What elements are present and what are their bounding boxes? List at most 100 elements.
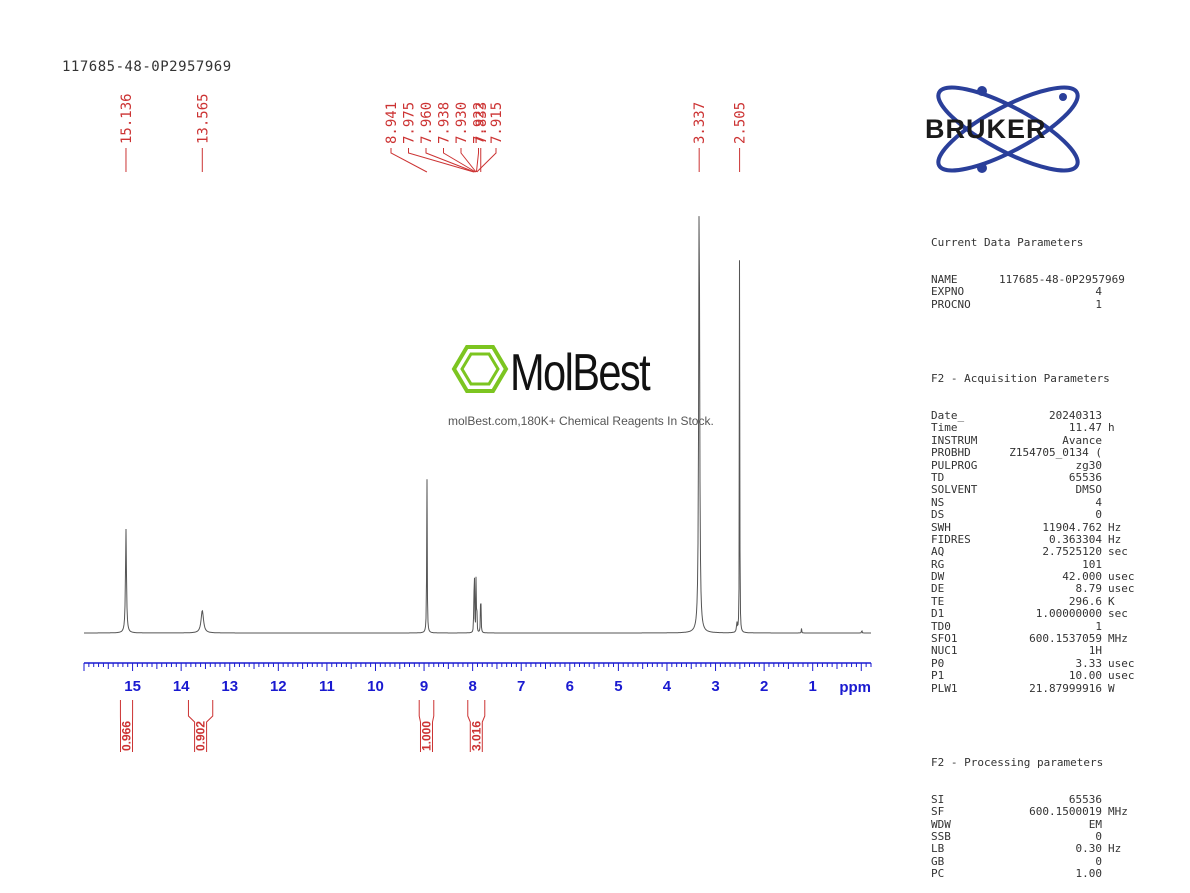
- param-key: DW: [931, 570, 945, 584]
- param-row: P1 10.00 usec: [931, 669, 1148, 683]
- param-key: P0: [931, 656, 945, 670]
- param-value: 600.1500019: [1029, 805, 1102, 819]
- param-value: zg30: [1075, 458, 1103, 472]
- peak-label: 2.505: [733, 102, 749, 144]
- param-key: SFO1: [931, 632, 958, 646]
- param-key: SF: [931, 805, 945, 819]
- param-unit: usec: [1108, 669, 1135, 683]
- param-value: 42.000: [1062, 570, 1102, 584]
- current-params-title: Current Data Parameters: [931, 235, 1084, 249]
- param-unit: sec: [1108, 607, 1128, 621]
- integral-value: 1.000: [419, 721, 433, 751]
- param-key: PLW1: [931, 681, 958, 695]
- param-key: PROBHD: [931, 446, 971, 460]
- param-value: 600.1537059: [1029, 632, 1102, 646]
- param-value: 0: [1095, 830, 1102, 843]
- param-key: NS: [931, 495, 945, 509]
- axis-tick-label: 12: [270, 678, 287, 695]
- axis-tick-label: 13: [221, 678, 238, 695]
- param-key: P1: [931, 669, 945, 683]
- peak-label: 3.337: [692, 102, 708, 144]
- param-key: TD: [931, 470, 945, 484]
- param-unit: Hz: [1108, 842, 1122, 856]
- axis-tick-label: 15: [124, 678, 141, 695]
- param-row: DE 8.79 usec: [931, 582, 1148, 596]
- integral-bracket: [467, 700, 486, 752]
- param-row: WDW EM: [931, 817, 1148, 831]
- peak-label: 7.915: [489, 102, 505, 144]
- param-row: Date_ 20240313: [931, 409, 1148, 423]
- param-value: 1.00: [1075, 867, 1103, 881]
- param-row: SOLVENT DMSO: [931, 483, 1148, 496]
- peak-label: 13.565: [195, 93, 211, 144]
- peak-label: 7.960: [419, 102, 435, 144]
- acquisition-params-title: F2 - Acquisition Parameters: [931, 371, 1110, 385]
- param-key: EXPNO: [931, 285, 965, 299]
- param-value: 11.47: [1068, 421, 1102, 435]
- param-key: AQ: [931, 545, 945, 559]
- param-row: PULPROG zg30: [931, 458, 1148, 472]
- current-params-list: NAME 117685-48-0P2957969 EXPNO 4 PROCNO 1: [931, 273, 1148, 311]
- param-unit: W: [1108, 681, 1115, 695]
- param-value: 8.79: [1075, 582, 1103, 596]
- integrals: 0.966 0.902 1.000 3.016: [120, 700, 486, 752]
- param-row: INSTRUM Avance: [931, 434, 1148, 447]
- param-value: 296.6: [1068, 594, 1102, 608]
- param-row: SF 600.1500019 MHz: [931, 805, 1148, 819]
- axis-tick-label: 2: [760, 678, 768, 695]
- axis-tick-label: 3: [711, 678, 719, 695]
- param-row: Time 11.47 h: [931, 421, 1148, 435]
- param-key: GB: [931, 854, 945, 868]
- param-key: SWH: [931, 520, 951, 534]
- param-value: 1: [1095, 619, 1102, 633]
- param-key: Date_: [931, 409, 965, 423]
- param-unit: usec: [1108, 570, 1135, 584]
- integral-value: 0.966: [120, 721, 134, 751]
- x-axis-label: ppm: [839, 679, 871, 696]
- peak-label-connector: [443, 148, 476, 173]
- peak-label: 7.975: [402, 102, 418, 144]
- param-key: WDW: [931, 817, 951, 831]
- acquisition-params-list: Date_ 20240313 Time 11.47 h INSTRUM Avance PROB…: [931, 409, 1148, 695]
- param-key: RG: [931, 557, 945, 571]
- axis-tick-label: 9: [420, 678, 428, 695]
- param-row: NUC1 1H: [931, 644, 1148, 658]
- param-unit: Hz: [1108, 520, 1122, 534]
- param-value: 117685-48-0P2957969: [999, 273, 1125, 287]
- param-row: PROCNO 1: [931, 297, 1148, 311]
- param-value: 0.30: [1075, 842, 1103, 856]
- param-row: DS 0: [931, 508, 1148, 521]
- param-value: 0.363304: [1049, 532, 1102, 546]
- peak-label: 15.136: [119, 93, 135, 144]
- param-value: EM: [1088, 817, 1102, 831]
- peak-label-connector: [425, 148, 475, 173]
- peak-label-connector: [390, 148, 428, 173]
- param-key: FIDRES: [931, 532, 971, 546]
- param-unit: MHz: [1108, 632, 1128, 646]
- axis-tick-label: 10: [367, 678, 384, 695]
- bruker-wordmark: BRUKER: [925, 114, 1047, 144]
- param-unit: usec: [1108, 582, 1135, 596]
- peak-label: 7.938: [437, 102, 453, 144]
- param-value: 1: [1095, 297, 1102, 311]
- param-unit: Hz: [1108, 532, 1122, 546]
- param-value: 10.00: [1068, 669, 1102, 683]
- param-row: LB 0.30 Hz: [931, 842, 1148, 856]
- param-key: SI: [931, 792, 945, 806]
- param-key: LB: [931, 842, 945, 856]
- param-value: 20240313: [1049, 409, 1102, 423]
- axis-tick-label: 14: [173, 678, 190, 695]
- param-row: PROBHD Z154705_0134 (: [931, 446, 1148, 460]
- x-axis: 15 14 13 12 11 10 9 8 7 6 5 4 3 2 1 ppm: [83, 662, 872, 696]
- param-row: PC 1.00: [931, 867, 1148, 881]
- param-row: NS 4: [931, 495, 1148, 509]
- param-key: TE: [931, 594, 945, 608]
- axis-tick-label: 5: [614, 678, 622, 695]
- param-row: NAME 117685-48-0P2957969: [931, 273, 1148, 287]
- param-row: SSB 0: [931, 830, 1148, 843]
- peak-label: 8.941: [384, 102, 400, 144]
- param-value: 0: [1095, 854, 1102, 868]
- bruker-logo-icon: [936, 85, 1080, 173]
- param-unit: usec: [1108, 656, 1135, 670]
- param-value: 1H: [1088, 644, 1102, 658]
